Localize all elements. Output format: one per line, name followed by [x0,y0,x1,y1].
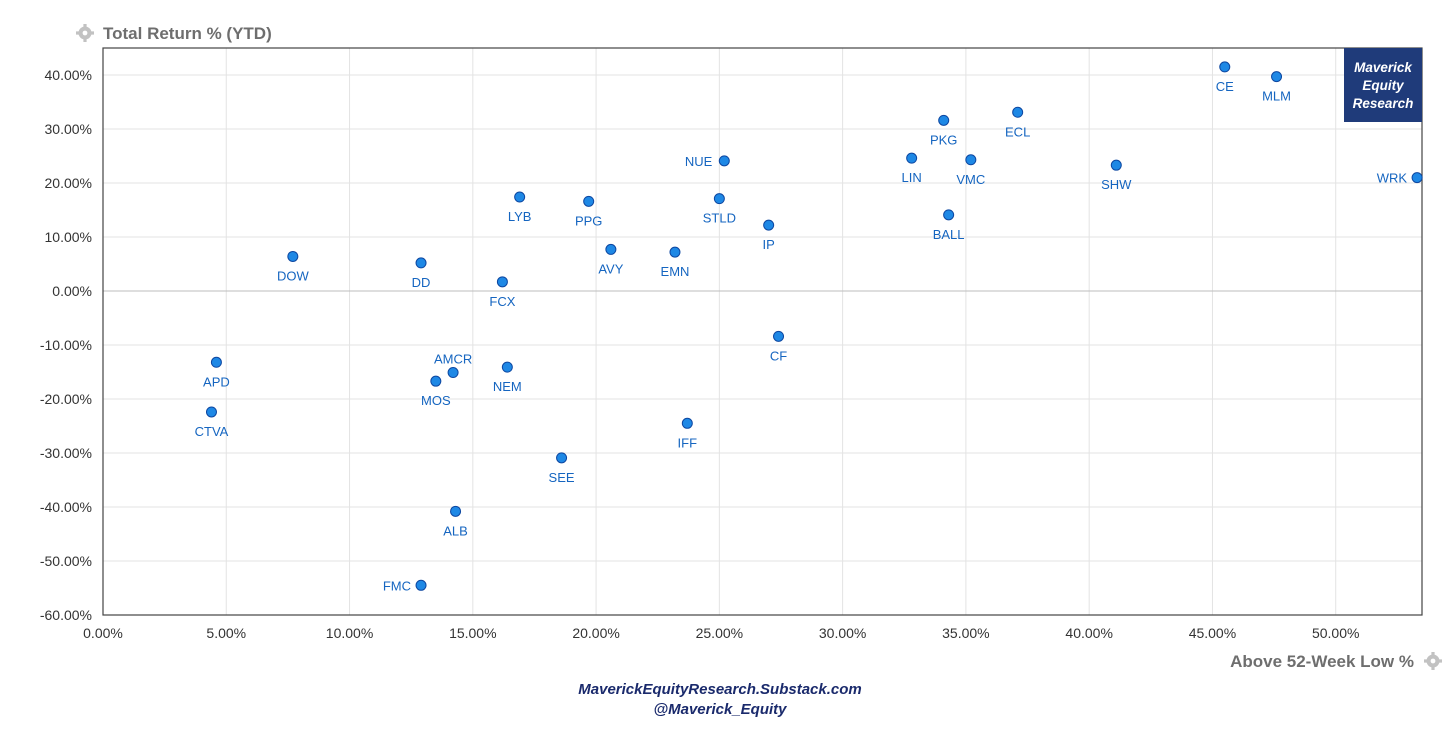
data-point[interactable] [450,505,462,517]
data-point[interactable] [605,243,617,255]
point-label: FCX [489,294,515,309]
footer-handle: @Maverick_Equity [653,701,787,718]
plot-area-frame [102,47,1423,616]
data-point[interactable] [210,356,222,368]
point-label: ECL [1005,124,1030,139]
data-point[interactable] [496,276,508,288]
x-axis-ticks: 0.00% 5.00% 10.00% 15.00% 20.00% 25.00% 30.00%… [83,625,1359,641]
point-label: PPG [575,213,602,228]
x-tick-label: 50.00% [1312,625,1359,641]
y-tick-label: 30.00% [45,121,92,137]
point-label: PKG [930,132,957,147]
data-point[interactable] [763,219,775,231]
point-label: IFF [678,435,698,450]
point-label: CF [770,348,787,363]
y-tick-label: -20.00% [40,391,92,407]
y-tick-label: -60.00% [40,607,92,623]
data-point[interactable] [556,452,568,464]
point-label: FMC [383,578,411,593]
point-label: WRK [1377,171,1408,186]
x-tick-label: 30.00% [819,625,866,641]
data-point[interactable] [718,155,730,167]
data-point[interactable] [1219,61,1231,73]
brand-line-1: Maverick [1354,60,1413,75]
point-label: VMC [956,172,985,187]
point-label: ALB [443,523,468,538]
x-tick-label: 10.00% [326,625,373,641]
y-tick-label: -30.00% [40,445,92,461]
point-label: SHW [1101,177,1132,192]
x-tick-label: 20.00% [572,625,619,641]
y-tick-label: 20.00% [45,175,92,191]
data-point[interactable] [943,209,955,221]
scatter-chart: 0.00% 5.00% 10.00% 15.00% 20.00% 25.00% 30.00%… [40,24,1442,671]
data-point[interactable] [415,257,427,269]
x-tick-label: 0.00% [83,625,123,641]
x-axis-gear-icon[interactable] [1424,652,1442,670]
data-point[interactable] [501,361,513,373]
x-tick-label: 25.00% [696,625,743,641]
y-tick-label: -10.00% [40,337,92,353]
point-label: AVY [598,261,623,276]
y-axis-title: Total Return % (YTD) [103,24,272,43]
y-axis-ticks: 40.00% 30.00% 20.00% 10.00% 0.00% -10.00% -20.… [40,67,92,623]
x-tick-label: 35.00% [942,625,989,641]
data-point[interactable] [430,375,442,387]
data-point[interactable] [681,417,693,429]
x-tick-label: 5.00% [206,625,246,641]
point-label: CE [1216,79,1234,94]
y-tick-label: -50.00% [40,553,92,569]
point-label: DOW [277,268,310,283]
brand-box [1344,48,1422,122]
data-point[interactable] [514,191,526,203]
point-label: MOS [421,393,451,408]
data-point[interactable] [906,152,918,164]
data-point[interactable] [447,367,459,379]
data-point[interactable] [669,246,681,258]
point-label: EMN [661,264,690,279]
y-tick-label: 40.00% [45,67,92,83]
data-point[interactable] [1271,71,1283,83]
point-label: STLD [703,211,736,226]
data-point[interactable] [1110,159,1122,171]
point-label: SEE [549,470,575,485]
point-label: APD [203,374,230,389]
point-label: LIN [902,170,922,185]
data-point[interactable] [205,406,217,418]
y-axis-gear-icon[interactable] [76,24,94,42]
grid [102,48,1422,616]
data-points: CE MLM ECL PKG LIN VMC NUE SHW WRK LYB STLD PPG BALL… [195,61,1423,593]
y-tick-label: 0.00% [52,283,92,299]
point-label: LYB [508,209,532,224]
brand-badge: Maverick Equity Research [1344,48,1422,122]
point-label: AMCR [434,352,472,367]
data-point[interactable] [1411,172,1423,184]
x-tick-label: 40.00% [1065,625,1112,641]
data-point[interactable] [1012,106,1024,118]
point-label: DD [412,275,431,290]
point-label: IP [763,237,775,252]
x-axis-title: Above 52-Week Low % [1230,652,1414,671]
data-point[interactable] [713,193,725,205]
brand-line-3: Research [1353,96,1414,111]
data-point[interactable] [415,579,427,591]
footer-site: MaverickEquityResearch.Substack.com [578,681,862,698]
point-label: NEM [493,379,522,394]
data-point[interactable] [773,330,785,342]
point-label: CTVA [195,424,229,439]
brand-line-2: Equity [1362,78,1405,93]
y-tick-label: -40.00% [40,499,92,515]
y-tick-label: 10.00% [45,229,92,245]
point-label: NUE [685,154,713,169]
data-point[interactable] [938,114,950,126]
data-point[interactable] [965,154,977,166]
data-point[interactable] [287,250,299,262]
x-tick-label: 15.00% [449,625,496,641]
data-point[interactable] [583,195,595,207]
x-tick-label: 45.00% [1189,625,1236,641]
point-label: BALL [933,227,965,242]
point-label: MLM [1262,89,1291,104]
